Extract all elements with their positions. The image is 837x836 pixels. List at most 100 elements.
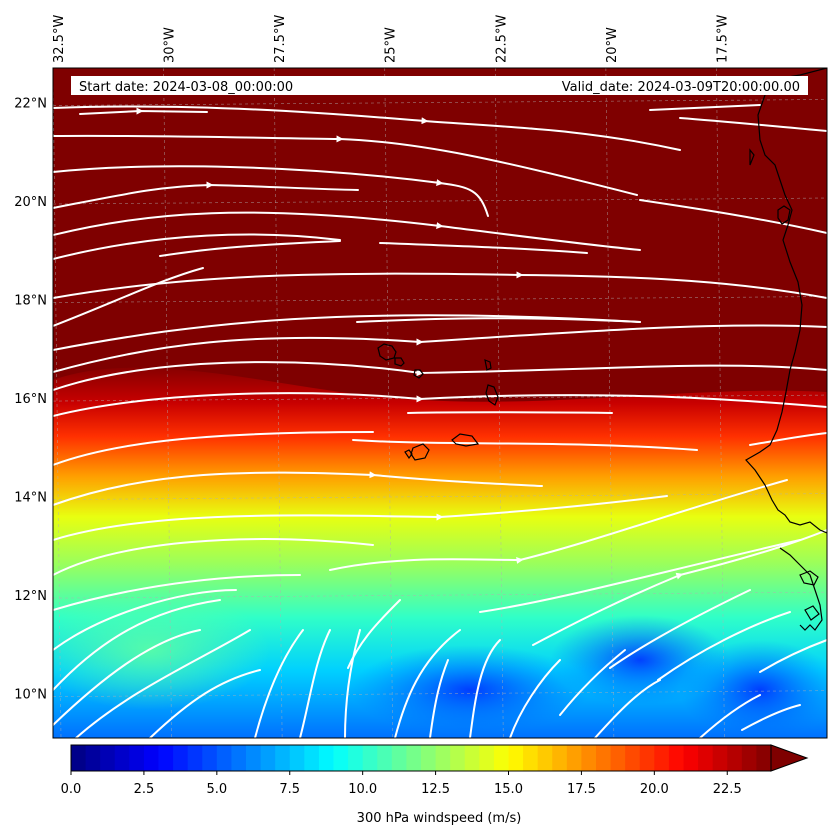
african-coastline xyxy=(779,547,823,631)
colorbar-swatch xyxy=(100,745,116,771)
colorbar-tick-label: 5.0 xyxy=(206,782,227,797)
colorbar: 0.0 2.5 5.0 7.5 10.0 12.5 15.0 17.5 20.0 22.5 300… xyxy=(61,744,809,826)
colorbar-swatch xyxy=(523,745,539,771)
cape-verde-island xyxy=(404,449,413,460)
streamline xyxy=(53,574,301,611)
streamline xyxy=(649,104,761,111)
coastal-island xyxy=(799,570,819,586)
streamline xyxy=(407,411,613,414)
colorbar-swatch xyxy=(231,745,247,771)
longitude-gridline xyxy=(716,68,725,738)
longitude-tick-labels: 32.5°W 30°W 27.5°W 25°W 22.5°W 20°W 17.5°W xyxy=(52,15,730,63)
colorbar-swatch xyxy=(202,745,218,771)
colorbar-swatch xyxy=(698,745,714,771)
colorbar-swatch xyxy=(610,745,626,771)
streamline xyxy=(79,107,208,115)
african-coastline xyxy=(745,68,827,534)
colorbar-swatch xyxy=(391,745,408,771)
colorbar-swatch xyxy=(552,745,568,771)
colorbar-swatch xyxy=(537,745,553,771)
streamline xyxy=(254,629,304,738)
map-gridlines xyxy=(53,68,827,738)
colorbar-swatch xyxy=(668,745,685,771)
streamline xyxy=(394,629,461,738)
colorbar-ticks: 0.0 2.5 5.0 7.5 10.0 12.5 15.0 17.5 20.0 22.5 xyxy=(61,771,742,797)
streamline xyxy=(594,679,661,738)
longitude-tick-label: 27.5°W xyxy=(273,15,288,63)
colorbar-swatch xyxy=(348,745,364,771)
colorbar-swatch xyxy=(712,745,728,771)
streamline xyxy=(53,165,489,217)
colorbar-swatch xyxy=(566,745,583,771)
colorbar-swatch xyxy=(493,745,510,771)
colorbar-swatch xyxy=(756,745,772,771)
streamline xyxy=(759,639,827,673)
streamline xyxy=(53,361,827,391)
streamline xyxy=(53,629,201,726)
streamline xyxy=(53,495,668,541)
colorbar-swatch xyxy=(741,745,758,771)
info-bar-background xyxy=(71,76,808,95)
cape-verde-island xyxy=(394,357,405,367)
map-frame xyxy=(52,67,828,739)
streamline xyxy=(429,659,449,738)
cape-verde-island xyxy=(413,369,424,379)
streamline xyxy=(559,649,626,716)
longitude-tick-label: 30°W xyxy=(163,27,178,63)
longitude-tick-label: 17.5°W xyxy=(715,15,730,63)
streamline xyxy=(699,694,761,738)
colorbar-swatch xyxy=(581,745,597,771)
colorbar-swatch xyxy=(216,745,233,771)
streamline xyxy=(75,629,251,738)
streamline xyxy=(347,599,401,669)
cape-verde-island xyxy=(451,433,480,447)
cape-verde-island xyxy=(484,359,492,371)
colorbar-swatch xyxy=(158,745,174,771)
coastlines xyxy=(377,68,827,631)
cape-verde-island xyxy=(377,343,397,361)
longitude-tick-label: 32.5°W xyxy=(52,15,67,63)
latitude-tick-label: 10°N xyxy=(14,688,47,703)
colorbar-swatch xyxy=(435,745,451,771)
colorbar-swatch xyxy=(377,745,393,771)
colorbar-tick-label: 15.0 xyxy=(494,782,523,797)
streamline xyxy=(53,599,221,691)
streamline xyxy=(657,611,791,681)
colorbar-swatch xyxy=(639,745,655,771)
colorbar-tick-label: 20.0 xyxy=(640,782,669,797)
colorbar-swatch xyxy=(596,745,612,771)
longitude-gridline xyxy=(605,68,615,738)
streamline xyxy=(53,271,827,299)
streamline xyxy=(53,105,681,151)
colorbar-swatch xyxy=(683,745,699,771)
colorbar-tick-label: 12.5 xyxy=(421,782,450,797)
colorbar-tick-label: 10.0 xyxy=(348,782,377,797)
coastal-island xyxy=(777,205,791,225)
colorbar-tick-label: 7.5 xyxy=(279,782,300,797)
streamline xyxy=(609,589,751,669)
streamline xyxy=(53,538,374,576)
start-date-text: Start date: 2024-03-08_00:00:00 xyxy=(79,80,293,95)
latitude-tick-label: 18°N xyxy=(14,294,47,309)
longitude-gridline xyxy=(273,68,283,738)
streamline xyxy=(53,392,827,417)
colorbar-swatch xyxy=(129,745,145,771)
colorbar-swatch xyxy=(246,745,262,771)
latitude-tick-label: 12°N xyxy=(14,589,47,604)
windspeed-field xyxy=(53,68,827,738)
streamline xyxy=(639,199,827,234)
colorbar-swatch xyxy=(727,745,743,771)
colorbar-swatch xyxy=(450,745,466,771)
colorbar-tick-label: 22.5 xyxy=(713,782,742,797)
streamline xyxy=(509,659,561,738)
latitude-tick-label: 20°N xyxy=(14,195,47,210)
streamline xyxy=(53,471,543,506)
colorbar-swatch xyxy=(143,745,160,771)
colorbar-swatch xyxy=(318,745,335,771)
streamline xyxy=(159,240,341,257)
streamline xyxy=(679,117,827,132)
streamline xyxy=(53,324,827,373)
colorbar-swatch xyxy=(625,745,641,771)
info-bar: Start date: 2024-03-08_00:00:00 Valid_da… xyxy=(71,76,808,95)
streamline xyxy=(53,211,641,251)
